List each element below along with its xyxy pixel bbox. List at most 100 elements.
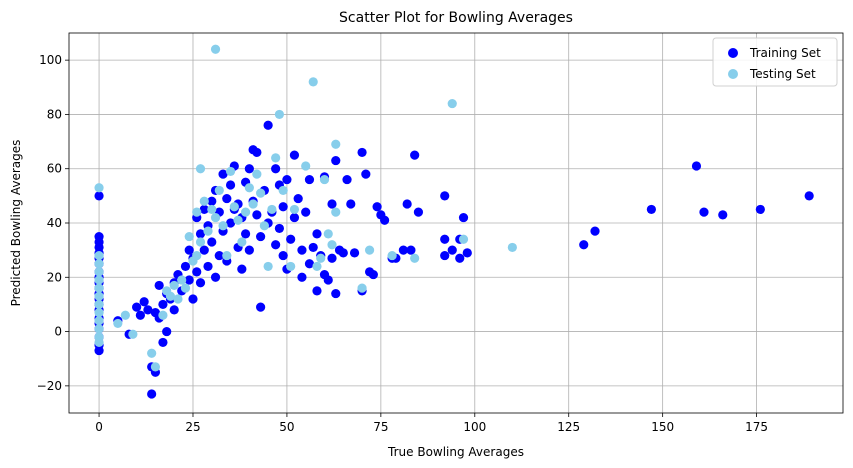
- data-point: [755, 204, 765, 215]
- data-point: [94, 291, 104, 301]
- data-point: [94, 337, 104, 348]
- data-point: [301, 161, 311, 171]
- data-point: [319, 174, 330, 185]
- data-point: [372, 202, 382, 212]
- data-point: [240, 207, 251, 217]
- data-point: [364, 245, 375, 255]
- data-point: [233, 215, 243, 225]
- data-point: [128, 329, 138, 339]
- data-point: [308, 77, 318, 87]
- data-point: [225, 166, 236, 177]
- data-point: [199, 196, 209, 206]
- data-point: [410, 150, 420, 160]
- data-point: [357, 283, 367, 293]
- data-point: [210, 44, 221, 54]
- data-point: [699, 207, 709, 217]
- data-point: [192, 267, 202, 277]
- x-tick-label: 150: [651, 420, 674, 434]
- data-point: [312, 286, 322, 296]
- x-tick-label: 125: [557, 420, 580, 434]
- data-point: [143, 305, 153, 315]
- data-point: [195, 278, 206, 288]
- data-point: [225, 218, 236, 228]
- data-point: [256, 302, 266, 312]
- data-point: [297, 245, 307, 255]
- data-point: [327, 253, 337, 263]
- data-point: [203, 226, 213, 236]
- data-point: [579, 240, 589, 250]
- data-point: [94, 299, 104, 310]
- data-point: [361, 169, 371, 179]
- legend-marker-training: [728, 48, 738, 58]
- data-point: [180, 283, 191, 293]
- data-point: [184, 245, 194, 255]
- data-point: [368, 269, 378, 280]
- data-point: [380, 215, 390, 225]
- data-point: [173, 294, 183, 304]
- data-point: [286, 234, 296, 244]
- data-point: [267, 204, 277, 215]
- data-point: [150, 362, 161, 372]
- data-point: [244, 245, 254, 255]
- data-point: [293, 193, 303, 204]
- legend-label-training: Training Set: [749, 46, 821, 60]
- data-point: [316, 253, 326, 263]
- data-point: [286, 261, 296, 272]
- data-point: [154, 280, 164, 291]
- data-point: [327, 199, 337, 209]
- data-point: [188, 294, 198, 304]
- data-point: [440, 250, 450, 261]
- data-point: [94, 316, 104, 326]
- data-point: [158, 310, 168, 320]
- data-point: [214, 250, 224, 261]
- chart-title: Scatter Plot for Bowling Averages: [339, 10, 573, 26]
- data-point: [342, 174, 352, 185]
- data-point: [282, 174, 292, 185]
- data-point: [135, 310, 145, 320]
- legend-marker-testing: [728, 69, 738, 79]
- testing-set-series: [94, 44, 517, 372]
- data-point: [218, 169, 228, 179]
- data-point: [278, 185, 288, 196]
- data-point: [147, 389, 157, 399]
- data-point: [222, 193, 232, 204]
- legend-label-testing: Testing Set: [749, 67, 816, 81]
- x-axis-label: True Bowling Averages: [387, 445, 524, 459]
- x-tick-label: 50: [279, 420, 294, 434]
- data-point: [248, 199, 258, 209]
- data-point: [210, 212, 221, 223]
- data-point: [184, 275, 194, 285]
- data-point: [94, 250, 104, 261]
- data-point: [289, 150, 300, 160]
- data-point: [94, 191, 104, 201]
- data-point: [203, 261, 213, 272]
- data-point: [94, 345, 104, 356]
- y-tick-label: 80: [47, 107, 62, 121]
- data-point: [440, 234, 450, 244]
- legend: Training Set Testing Set: [712, 37, 838, 87]
- data-point: [94, 324, 104, 334]
- x-tick-label: 0: [95, 420, 103, 434]
- data-point: [387, 250, 397, 261]
- data-point: [139, 297, 149, 307]
- data-point: [646, 204, 656, 215]
- data-point: [169, 305, 179, 315]
- x-tick-label: 175: [745, 420, 768, 434]
- data-point: [259, 221, 269, 231]
- data-point: [94, 183, 104, 193]
- data-point: [192, 207, 202, 217]
- data-point: [346, 199, 356, 209]
- data-point: [462, 248, 472, 258]
- data-point: [458, 234, 469, 244]
- data-point: [278, 202, 288, 212]
- data-point: [312, 229, 322, 239]
- data-point: [271, 153, 281, 163]
- ticks-layer: 0 25 50 75 100 125 150 175 −20 0 20 40 60 80 100: [37, 53, 768, 434]
- data-point: [271, 164, 281, 174]
- data-point: [222, 250, 232, 261]
- data-point: [289, 204, 300, 215]
- data-point: [718, 210, 728, 220]
- data-point: [94, 267, 104, 277]
- y-tick-label: 40: [47, 216, 62, 230]
